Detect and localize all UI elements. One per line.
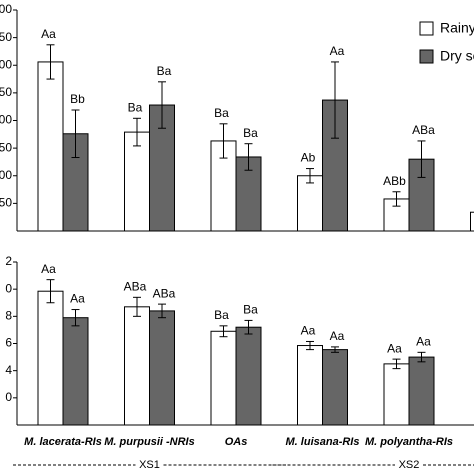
legend-label: Rainy	[440, 20, 474, 36]
y-tick-label: 00	[0, 57, 12, 71]
group-label: XS2	[399, 459, 420, 471]
sig-label: Ba	[128, 100, 143, 114]
y-tick-label: 50	[0, 30, 12, 44]
category-label: M. lacerata-RIs	[24, 436, 102, 448]
y-tick-label: 00	[0, 113, 12, 127]
sig-label: Aa	[330, 44, 345, 58]
bar	[124, 306, 150, 426]
bar	[408, 356, 435, 426]
sig-label: Aa	[41, 262, 56, 276]
y-tick-label: 50	[0, 196, 12, 210]
bar	[62, 317, 89, 426]
bar	[322, 349, 348, 426]
sig-label: Ba	[243, 303, 258, 317]
y-tick-label: 0	[5, 281, 12, 295]
sig-label: Bb	[70, 92, 85, 106]
y-tick-label: 00	[0, 2, 12, 16]
category-label: M. purpusii -NRIs	[104, 436, 194, 448]
bar	[149, 310, 175, 426]
category-label: OAs	[225, 436, 248, 448]
sig-label: Ab	[301, 151, 316, 165]
sig-label: Aa	[387, 341, 402, 355]
y-tick-label: 0	[5, 390, 12, 404]
legend-label: Dry se	[440, 48, 474, 64]
sig-label: Aa	[41, 27, 56, 41]
sig-label: ABa	[412, 123, 435, 137]
legend-swatch	[419, 21, 434, 36]
category-label: M. polyantha-RIs	[365, 436, 453, 448]
sig-label: Aa	[416, 335, 431, 349]
sig-label: ABb	[383, 174, 406, 188]
y-tick-label: 00	[0, 168, 12, 182]
y-tick-label: 50	[0, 85, 12, 99]
sig-label: Aa	[70, 292, 85, 306]
category-label: M. luisana-RIs	[286, 436, 360, 448]
bar	[297, 345, 323, 426]
legend-swatch	[419, 49, 434, 64]
group-label: XS1	[139, 459, 160, 471]
sig-label: Ba	[214, 308, 229, 322]
sig-label: Ba	[157, 64, 172, 78]
sig-label: Ba	[243, 126, 258, 140]
bar	[37, 61, 64, 232]
bar	[37, 290, 64, 426]
y-tick-label: 2	[5, 254, 12, 268]
sig-label: Ba	[214, 106, 229, 120]
y-tick-label: 6	[5, 336, 12, 350]
bar	[383, 363, 410, 426]
sig-label: ABa	[153, 286, 176, 300]
bar	[210, 140, 237, 232]
sig-label: ABa	[124, 279, 147, 293]
sig-label: Aa	[330, 329, 345, 343]
y-tick-label: 50	[0, 140, 12, 154]
bar	[470, 211, 474, 232]
y-tick-label: 8	[5, 309, 12, 323]
bar	[124, 131, 150, 232]
bar	[297, 175, 323, 232]
sig-label: Aa	[301, 324, 316, 338]
bar	[210, 330, 237, 426]
bar	[235, 326, 262, 426]
y-tick-label: 4	[5, 363, 12, 377]
